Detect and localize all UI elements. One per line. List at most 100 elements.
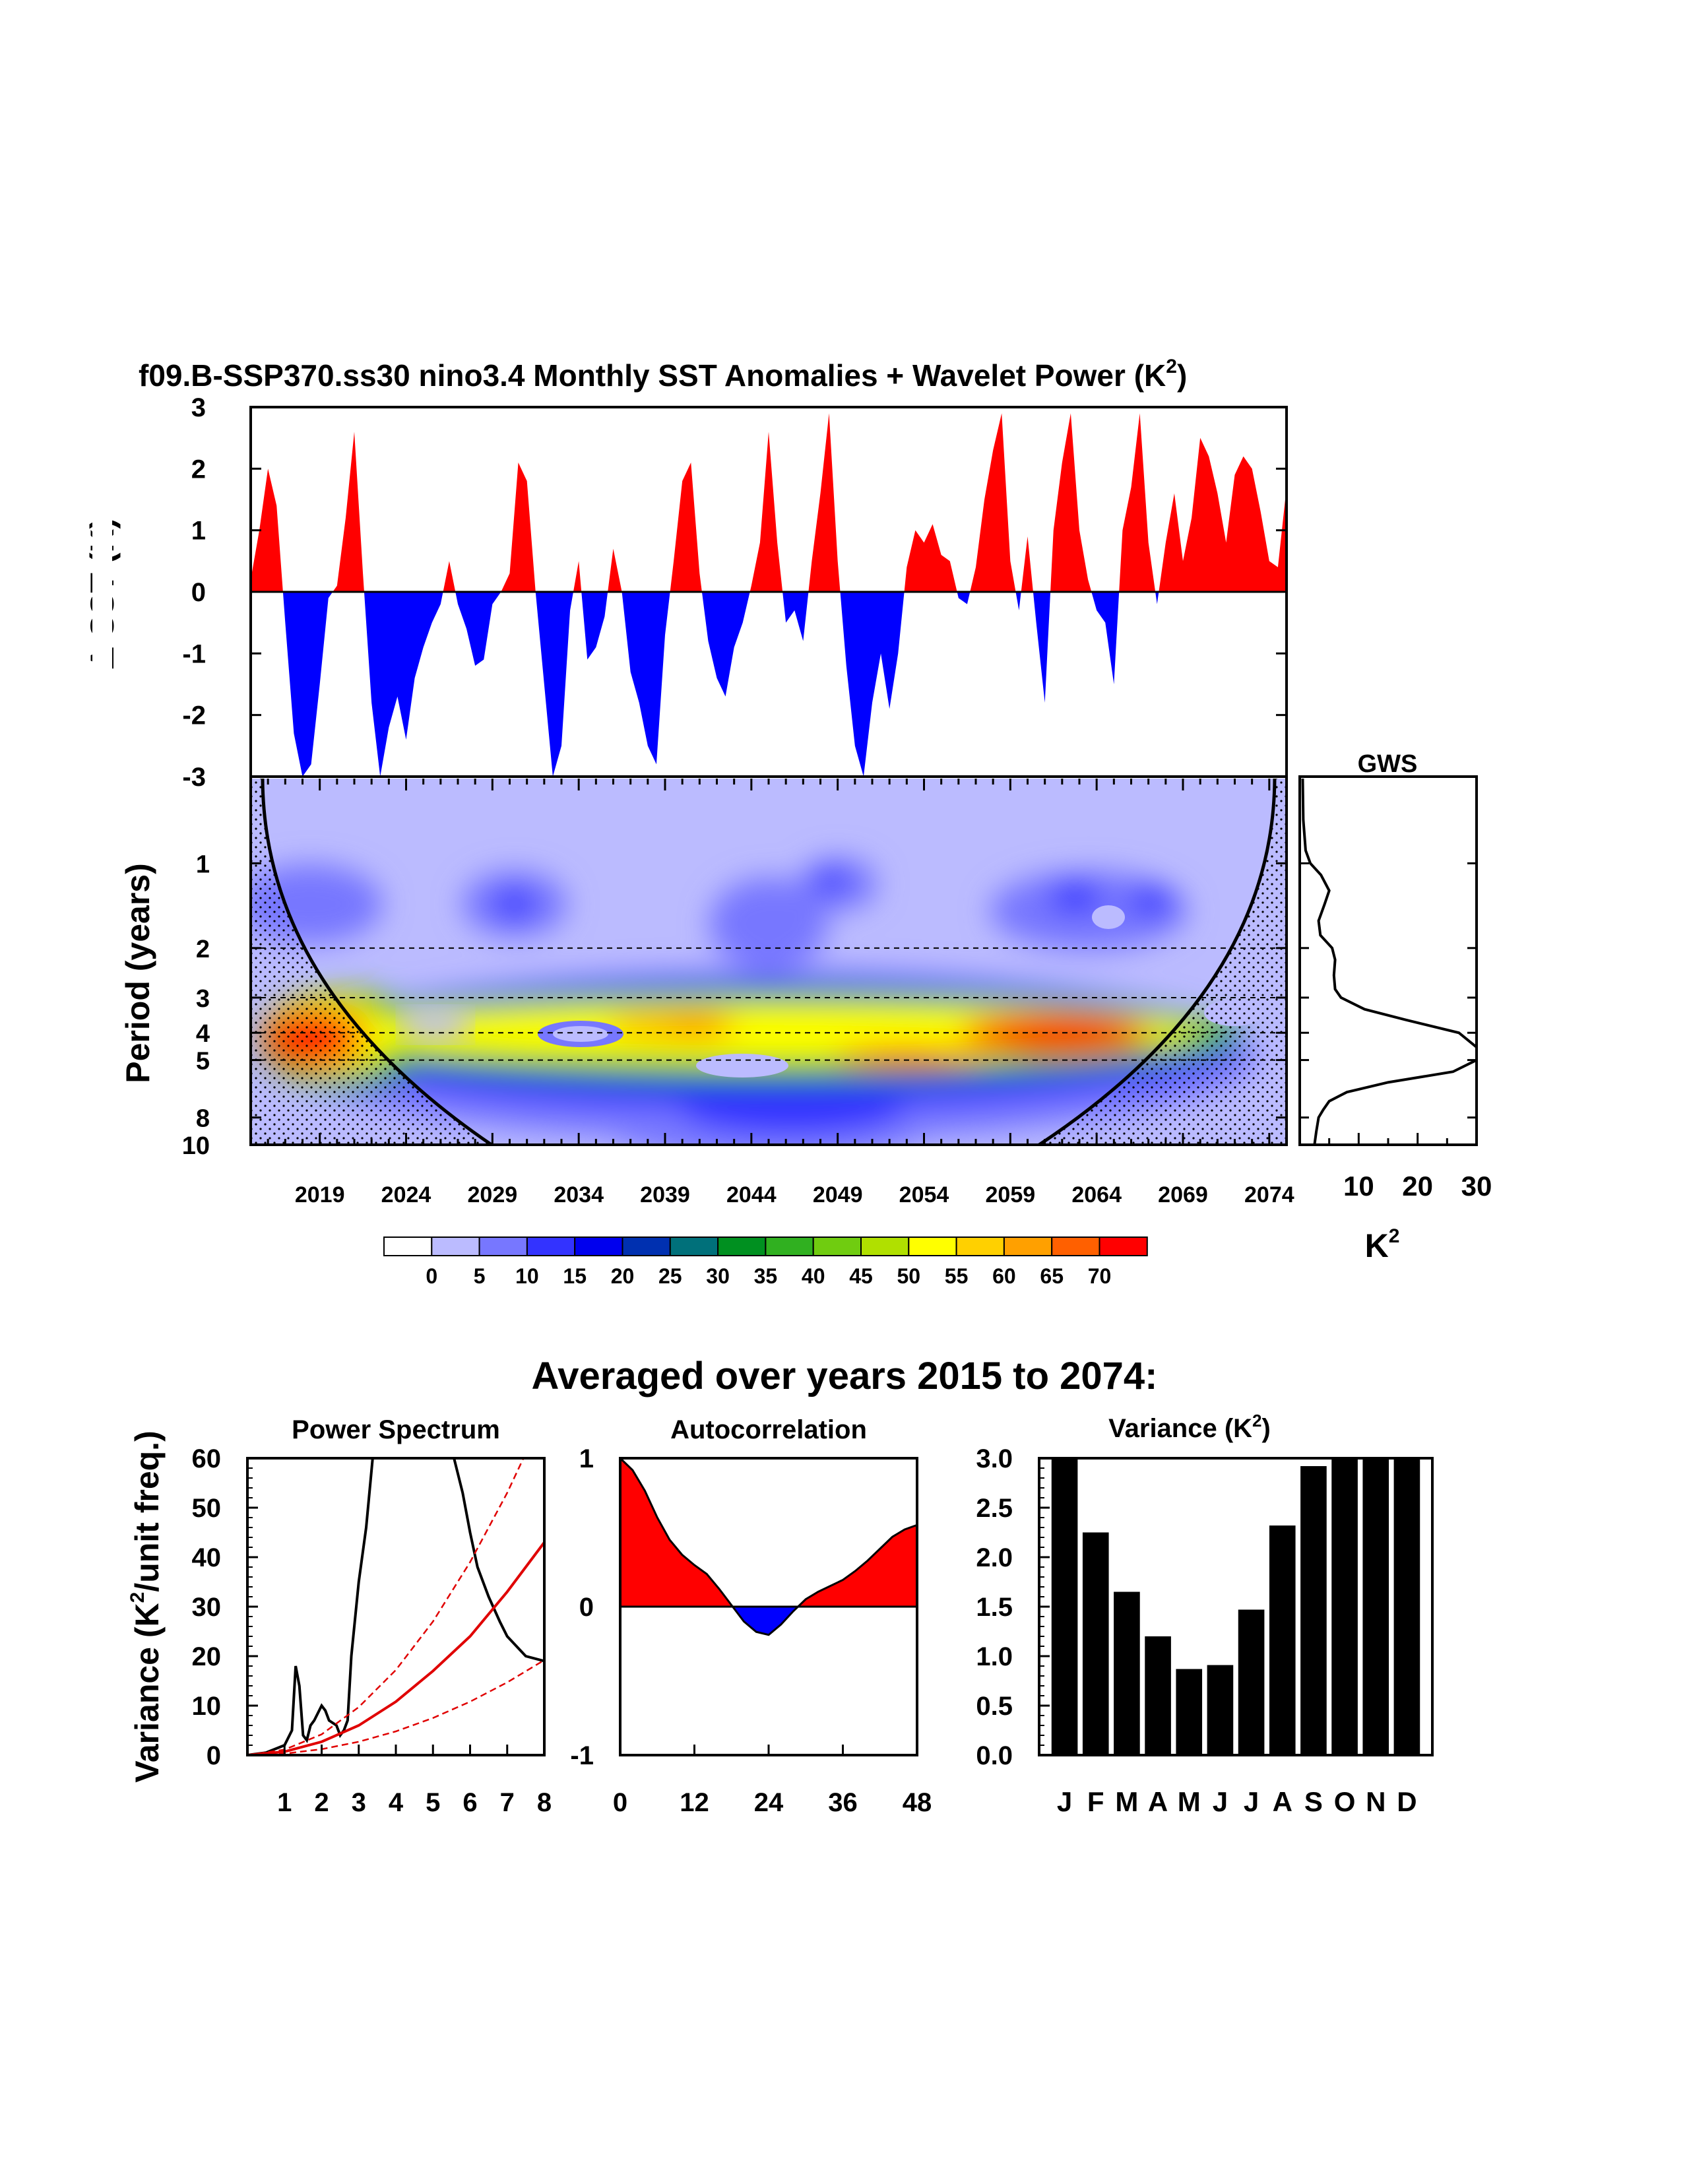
sst-y-tick-label: 1 bbox=[191, 517, 206, 546]
wavelet-x-tick-label: 2049 bbox=[813, 1182, 863, 1207]
variance-ticks: J F M A M J J A S O N D0.00.51.01.52.02.53.0 bbox=[976, 1444, 1417, 1817]
colorbar-label: 15 bbox=[563, 1264, 587, 1288]
wavelet-x-tick-label: 2074 bbox=[1244, 1182, 1294, 1207]
sst-ylabel-mask bbox=[92, 515, 112, 673]
colorbar-box bbox=[908, 1237, 957, 1256]
ac-x-tick-label: 12 bbox=[680, 1788, 709, 1817]
ac-x-tick-label: 0 bbox=[613, 1788, 627, 1817]
power-spectrum-series-line bbox=[247, 1659, 544, 1755]
variance-bar bbox=[1145, 1636, 1171, 1755]
colorbar-box bbox=[383, 1237, 433, 1256]
period-dashed-lines bbox=[251, 947, 1287, 1061]
gws-frame bbox=[1298, 775, 1478, 1146]
variance-x-tick-label: A bbox=[1273, 1786, 1292, 1817]
power-spectrum-title: Power Spectrum bbox=[292, 1415, 500, 1444]
colorbar-label: 20 bbox=[611, 1264, 635, 1288]
wavelet-y-tick-label: 1 bbox=[196, 851, 210, 878]
variance-title: Variance (K2) bbox=[1108, 1411, 1271, 1443]
gws-panel: GWS 10 20 30 K2 bbox=[1298, 750, 1492, 1264]
ps-x-tick-label: 8 bbox=[537, 1788, 552, 1817]
gws-x-tick-label: 20 bbox=[1402, 1171, 1433, 1202]
colorbar-label: 30 bbox=[706, 1264, 730, 1288]
sst-y-tick-label: 3 bbox=[191, 393, 206, 422]
wavelet-x-tick-label: 2039 bbox=[640, 1182, 690, 1207]
wavelet-field bbox=[251, 779, 1287, 1145]
variance-y-tick-label: 1.0 bbox=[976, 1642, 1013, 1671]
cone-of-influence-right bbox=[1038, 779, 1277, 1145]
variance-x-tick-label: A bbox=[1148, 1786, 1168, 1817]
ac-y-tick-label: -1 bbox=[570, 1741, 594, 1770]
colorbar-box bbox=[765, 1237, 814, 1256]
gws-x-tick-label: 10 bbox=[1343, 1171, 1374, 1202]
ps-y-tick-label: 50 bbox=[192, 1494, 222, 1523]
variance-x-tick-label: J bbox=[1244, 1786, 1259, 1817]
ps-x-tick-label: 6 bbox=[462, 1788, 477, 1817]
colorbar-label: 25 bbox=[658, 1264, 682, 1288]
colorbar-box bbox=[574, 1237, 623, 1256]
variance-x-tick-label: F bbox=[1087, 1786, 1104, 1817]
colorbar-label: 45 bbox=[849, 1264, 873, 1288]
variance-bar bbox=[1114, 1591, 1140, 1755]
wavelet-panel: 2019 2024 2029 2034 2039 2044 2049 2054 2059 2064… bbox=[119, 775, 1294, 1207]
autocorrelation-fill bbox=[619, 1457, 918, 1636]
negative-area bbox=[251, 592, 1287, 777]
colorbar-label: 70 bbox=[1088, 1264, 1112, 1288]
colorbar-label: 65 bbox=[1040, 1264, 1064, 1288]
colorbar-box bbox=[1051, 1237, 1100, 1256]
colorbar-label: 5 bbox=[474, 1264, 486, 1288]
ps-x-tick-label: 2 bbox=[314, 1788, 329, 1817]
monthly-variance-panel: Variance (K2) J F M A M J J A S O N D0.00.51.01.52.… bbox=[976, 1411, 1434, 1817]
ps-x-tick-label: 3 bbox=[352, 1788, 366, 1817]
wavelet-y-tick-label: 10 bbox=[182, 1132, 210, 1160]
variance-x-tick-label: M bbox=[1178, 1786, 1201, 1817]
sst-y-tick-label: 2 bbox=[191, 455, 206, 484]
variance-bar bbox=[1082, 1532, 1109, 1755]
wavelet-y-tick-label: 2 bbox=[196, 936, 210, 963]
cone-of-influence-right-hatch bbox=[1039, 779, 1287, 1145]
power-spectrum-lines bbox=[247, 1458, 544, 1755]
power-spectrum-series-line bbox=[247, 1458, 525, 1755]
colorbar-label: 35 bbox=[754, 1264, 778, 1288]
colorbar-box bbox=[669, 1237, 719, 1256]
power-spectrum-panel: Power Spectrum 1 2 3 4 5 6 7 8 0 10 20 30 40 50 60 Var… bbox=[127, 1415, 552, 1817]
wavelet-y-tick-label: 5 bbox=[196, 1048, 210, 1076]
colorbar-box bbox=[1003, 1237, 1053, 1256]
ps-x-tick-label: 4 bbox=[389, 1788, 404, 1817]
variance-bar bbox=[1393, 1458, 1420, 1755]
wavelet-x-tick-label: 2034 bbox=[554, 1182, 604, 1207]
wavelet-colorbar: 0 5 10 15 20 25 30 35 40 45 50 55 60 65 70 bbox=[383, 1237, 1148, 1288]
colorbar-box bbox=[621, 1237, 671, 1256]
sst-y-tick-label: -2 bbox=[182, 701, 206, 730]
ac-x-tick-label: 36 bbox=[828, 1788, 858, 1817]
wavelet-x-ticks: 2019 2024 2029 2034 2039 2044 2049 2054 2059 2064… bbox=[249, 779, 1294, 1207]
variance-bar bbox=[1238, 1609, 1265, 1755]
variance-bar bbox=[1207, 1665, 1234, 1755]
variance-bar bbox=[1051, 1458, 1078, 1755]
cone-of-influence-left bbox=[261, 779, 493, 1145]
ac-x-tick-label: 48 bbox=[903, 1788, 932, 1817]
variance-x-tick-label: O bbox=[1334, 1786, 1356, 1817]
colorbar-label: 50 bbox=[897, 1264, 921, 1288]
ac-x-tick-label: 24 bbox=[754, 1788, 784, 1817]
variance-y-tick-label: 0.0 bbox=[976, 1741, 1013, 1770]
variance-x-tick-label: S bbox=[1304, 1786, 1323, 1817]
gws-line bbox=[1301, 778, 1478, 1145]
sst-y-tick-label: -1 bbox=[182, 639, 206, 668]
positive-area bbox=[251, 413, 1287, 592]
autocorrelation-panel: Autocorrelation 0 12 24 36 48 1 0 -1 bbox=[570, 1415, 932, 1817]
colorbar-box bbox=[717, 1237, 767, 1256]
ac-y-tick-label: 0 bbox=[579, 1593, 594, 1622]
variance-bar bbox=[1362, 1458, 1389, 1755]
main-title: f09.B-SSP370.ss30 nino3.4 Monthly SST An… bbox=[139, 356, 1187, 393]
wavelet-x-tick-label: 2024 bbox=[381, 1182, 431, 1207]
ps-x-tick-label: 7 bbox=[500, 1788, 515, 1817]
sst-anomaly-fill bbox=[251, 413, 1287, 777]
colorbar-box bbox=[1099, 1237, 1148, 1256]
colorbar-label: 60 bbox=[992, 1264, 1016, 1288]
colorbar-box bbox=[812, 1237, 862, 1256]
variance-y-tick-label: 2.5 bbox=[976, 1494, 1013, 1523]
wavelet-y-tick-label: 3 bbox=[196, 985, 210, 1013]
autocorrelation-line bbox=[619, 1457, 918, 1636]
positive-area bbox=[620, 1458, 917, 1607]
power-spectrum-ticks: 1 2 3 4 5 6 7 8 0 10 20 30 40 50 60 bbox=[192, 1444, 552, 1817]
